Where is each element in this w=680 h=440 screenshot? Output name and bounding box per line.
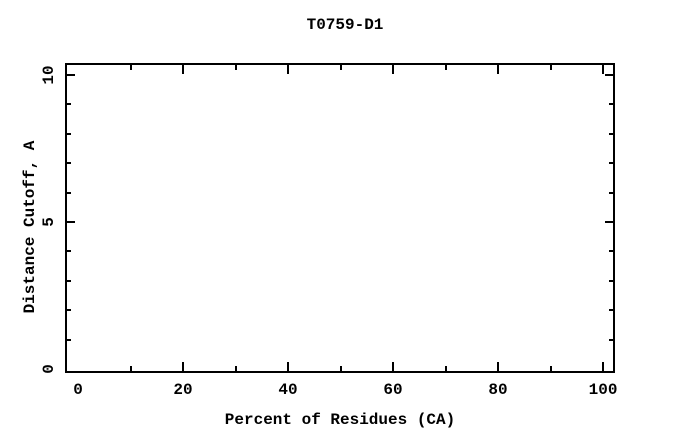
x-tick-label: 60 — [383, 381, 403, 399]
y-major-tick — [67, 73, 75, 76]
y-minor-tick — [67, 279, 71, 282]
x-tick-label: 100 — [588, 381, 618, 399]
x-major-tick — [497, 65, 500, 74]
y-minor-tick — [67, 103, 71, 106]
x-minor-tick — [129, 366, 132, 371]
x-tick-label: 20 — [173, 381, 193, 399]
x-minor-tick — [234, 65, 237, 70]
y-tick-label: 5 — [40, 217, 58, 227]
x-minor-tick — [129, 65, 132, 70]
y-minor-tick — [609, 250, 613, 253]
chart-title: T0759-D1 — [306, 16, 384, 34]
y-minor-tick — [67, 338, 71, 341]
y-minor-tick — [609, 309, 613, 312]
x-minor-tick — [549, 366, 552, 371]
y-minor-tick — [609, 103, 613, 106]
y-tick-label: 0 — [40, 364, 58, 374]
x-major-tick — [392, 362, 395, 371]
y-minor-tick — [67, 250, 71, 253]
x-tick-label: 80 — [488, 381, 508, 399]
y-minor-tick — [609, 132, 613, 135]
x-tick-label: 0 — [73, 381, 83, 399]
x-minor-tick — [234, 366, 237, 371]
y-tick-label: 10 — [40, 65, 58, 85]
y-minor-tick — [67, 309, 71, 312]
x-minor-tick — [444, 65, 447, 70]
x-major-tick — [497, 362, 500, 371]
y-minor-tick — [67, 162, 71, 165]
x-major-tick — [602, 362, 605, 371]
x-major-tick — [602, 65, 605, 74]
plot-area: Percent of Residues (CA) Distance Cutoff… — [21, 63, 617, 429]
y-minor-tick — [67, 191, 71, 194]
y-minor-tick — [609, 162, 613, 165]
x-major-tick — [287, 362, 290, 371]
x-major-tick — [287, 65, 290, 74]
y-major-tick — [67, 220, 75, 223]
x-axis-title: Percent of Residues (CA) — [224, 411, 456, 429]
y-minor-tick — [609, 338, 613, 341]
y-minor-tick — [609, 279, 613, 282]
y-minor-tick — [67, 132, 71, 135]
x-minor-tick — [444, 366, 447, 371]
x-tick-label: 40 — [278, 381, 298, 399]
x-minor-tick — [339, 366, 342, 371]
y-major-tick — [605, 73, 613, 76]
y-minor-tick — [609, 191, 613, 194]
x-major-tick — [182, 65, 185, 74]
x-major-tick — [392, 65, 395, 74]
y-major-tick — [605, 220, 613, 223]
x-major-tick — [182, 362, 185, 371]
x-minor-tick — [339, 65, 342, 70]
y-axis-title: Distance Cutoff, A — [21, 140, 39, 314]
x-minor-tick — [549, 65, 552, 70]
